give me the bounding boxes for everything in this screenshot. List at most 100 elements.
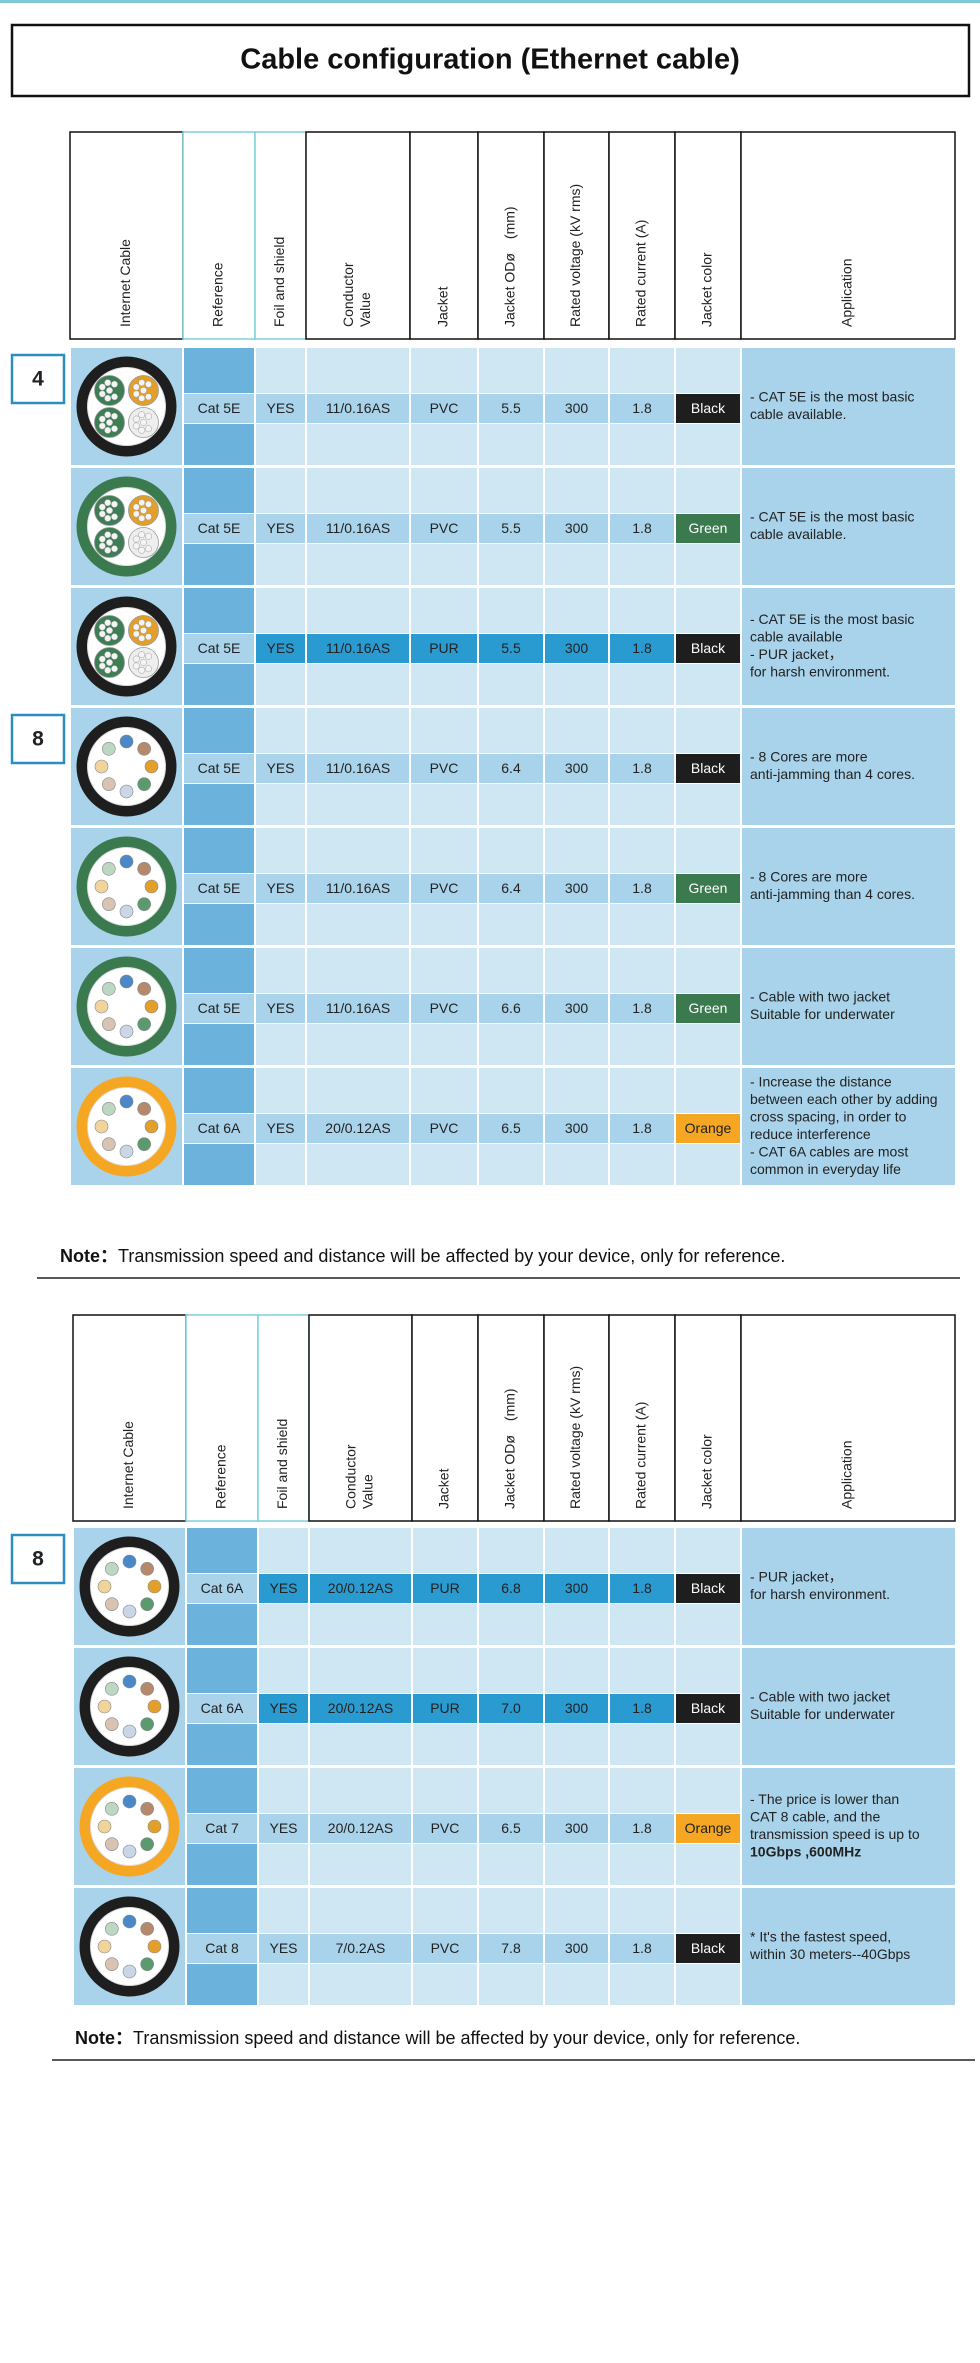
cable-wire [105,1562,119,1576]
header-cell [305,131,411,340]
cable-strand [132,422,140,430]
cell-value: 6.5 [501,1120,521,1136]
cell-top [545,708,608,753]
cell-bottom [479,424,543,465]
cell-middle [545,634,608,663]
cable-strand [106,539,113,546]
cable-strand [104,514,112,522]
cable-strand [106,419,113,426]
cell-top [187,1888,257,1933]
cable-strand [140,659,147,666]
cell-bottom [184,784,254,825]
cell-value: 300 [565,520,589,536]
cell-value: 300 [565,640,589,656]
cell-middle [676,634,740,663]
cell-middle [479,994,543,1023]
cable-wire [147,1939,162,1954]
cable-wire [105,1957,119,1971]
cell-top [310,1648,411,1693]
cell-top [545,948,608,993]
cell-bottom [411,544,477,585]
cell-top [411,828,477,873]
header-cell [185,1314,259,1522]
cell-middle [479,514,543,543]
cell-bottom [676,1144,740,1185]
cell-bottom [479,1844,543,1885]
cable-wire [137,897,151,911]
cell-bottom [545,424,608,465]
cable-strand [140,419,147,426]
header-cell [477,131,545,340]
cell-top [259,1648,308,1693]
application-line: Suitable for underwater [750,1006,895,1022]
cable-wire [122,1794,137,1809]
cell-bottom [545,1844,608,1885]
cable-strand [98,415,106,423]
cell-top [259,1528,308,1573]
application-line: common in everyday life [750,1161,901,1177]
cell-value: YES [266,1120,294,1136]
cell-middle [256,754,305,783]
cable-wire [122,1604,137,1619]
application-line: - PUR jacket， [750,646,843,662]
cable-strand [138,619,146,627]
cell-bottom [610,1024,674,1065]
application-line: - CAT 5E is the most basic [750,388,914,404]
header-label: Conductor [340,262,356,327]
cell-middle [413,1814,477,1843]
cell-bottom [545,904,608,945]
cable-wire [97,1699,112,1714]
cell-bottom [479,1024,543,1065]
cell-top [479,1768,543,1813]
cable-strand [104,411,112,419]
cell-bottom [307,424,409,465]
cable-wire [144,759,159,774]
cell-bottom [256,1144,305,1185]
cable-wire [105,1922,119,1936]
cell-value: 11/0.16AS [326,1000,390,1016]
cell-middle [307,634,409,663]
application-cell [742,1068,955,1185]
cell-middle [307,754,409,783]
cell-bottom [545,1964,608,2005]
cell-bottom [479,1144,543,1185]
cell-value: PVC [430,880,459,896]
cable-strand [111,545,118,553]
cell-bottom [479,904,543,945]
cell-middle [479,1694,543,1723]
cell-middle [184,754,254,783]
application-cell [742,1888,955,2005]
header-cell [543,131,610,340]
cell-top [610,708,674,753]
cable-strand [145,380,152,388]
cell-value: Cat 7 [205,1820,239,1836]
cable-strand [138,546,146,554]
cable-strand [145,425,152,433]
cell-bottom [676,1604,740,1645]
cable-wire [137,1017,151,1031]
cell-value: 11/0.16AS [326,640,390,656]
header-label: Application [839,259,855,328]
cell-top [187,1528,257,1573]
cell-bottom [411,424,477,465]
cell-value: YES [269,1700,297,1716]
cell-middle [187,1934,257,1963]
header-cell [69,131,184,340]
cable-wire [94,1119,109,1134]
cell-middle [545,394,608,423]
cable-strand [111,425,118,433]
cell-top [676,1068,740,1113]
cell-top [413,1528,477,1573]
cable-strand [111,665,118,673]
group-label: 4 [32,368,44,391]
cable-strand [138,426,146,434]
cell-middle [676,994,740,1023]
cell-top [307,588,409,633]
cable-strand [111,633,118,641]
application-line: * It's the fastest speed, [750,1928,891,1944]
cell-bottom [610,664,674,705]
cell-middle [610,1934,674,1963]
cable-strand [132,503,140,511]
cell-middle [479,1814,543,1843]
